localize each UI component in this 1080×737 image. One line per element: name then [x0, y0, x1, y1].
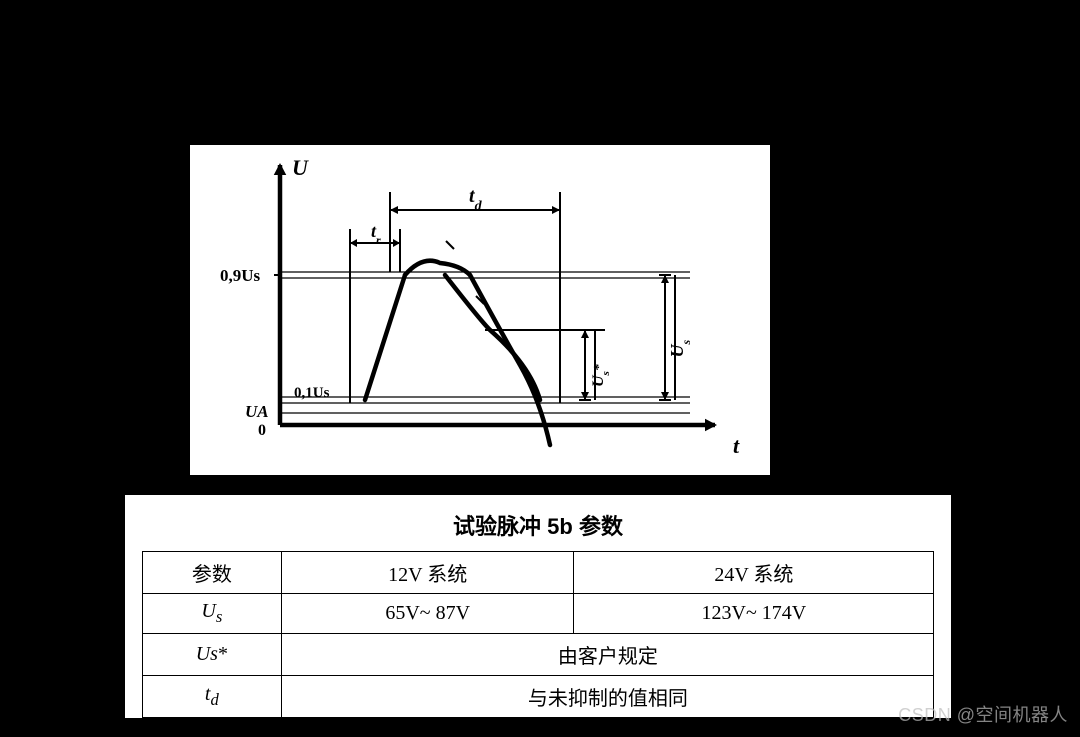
table-row: td与未抑制的值相同 [142, 676, 934, 718]
svg-text:0: 0 [258, 422, 266, 439]
pulse-diagram: UttdtrUsUs*0,9Us0,1UsUA0 [190, 145, 770, 475]
table-header-cell: 12V 系统 [282, 552, 574, 594]
value-cell: 65V~ 87V [282, 594, 574, 634]
table-header-cell: 24V 系统 [574, 552, 934, 594]
svg-text:U: U [292, 155, 309, 180]
parameter-table-area: 试验脉冲 5b 参数 参数12V 系统24V 系统Us65V~ 87V123V~… [125, 495, 951, 718]
svg-text:t: t [733, 433, 740, 458]
merged-cell: 由客户规定 [282, 634, 934, 676]
svg-text:0,1Us: 0,1Us [294, 385, 330, 401]
table-title: 试验脉冲 5b 参数 [125, 503, 951, 551]
table-row: Us65V~ 87V123V~ 174V [142, 594, 934, 634]
table-header-cell: 参数 [142, 552, 282, 594]
svg-text:Us*: Us* [590, 363, 612, 387]
merged-cell: 与未抑制的值相同 [282, 676, 934, 718]
param-cell: Us [142, 594, 282, 634]
param-cell: Us* [142, 634, 282, 676]
parameter-table: 参数12V 系统24V 系统Us65V~ 87V123V~ 174VUs*由客户… [142, 551, 935, 718]
watermark: CSDN @空间机器人 [898, 701, 1068, 727]
svg-text:0,9Us: 0,9Us [220, 266, 261, 285]
svg-text:Us: Us [667, 340, 693, 358]
value-cell: 123V~ 174V [574, 594, 934, 634]
svg-text:UA: UA [245, 402, 269, 421]
param-cell: td [142, 676, 282, 718]
table-row: Us*由客户规定 [142, 634, 934, 676]
